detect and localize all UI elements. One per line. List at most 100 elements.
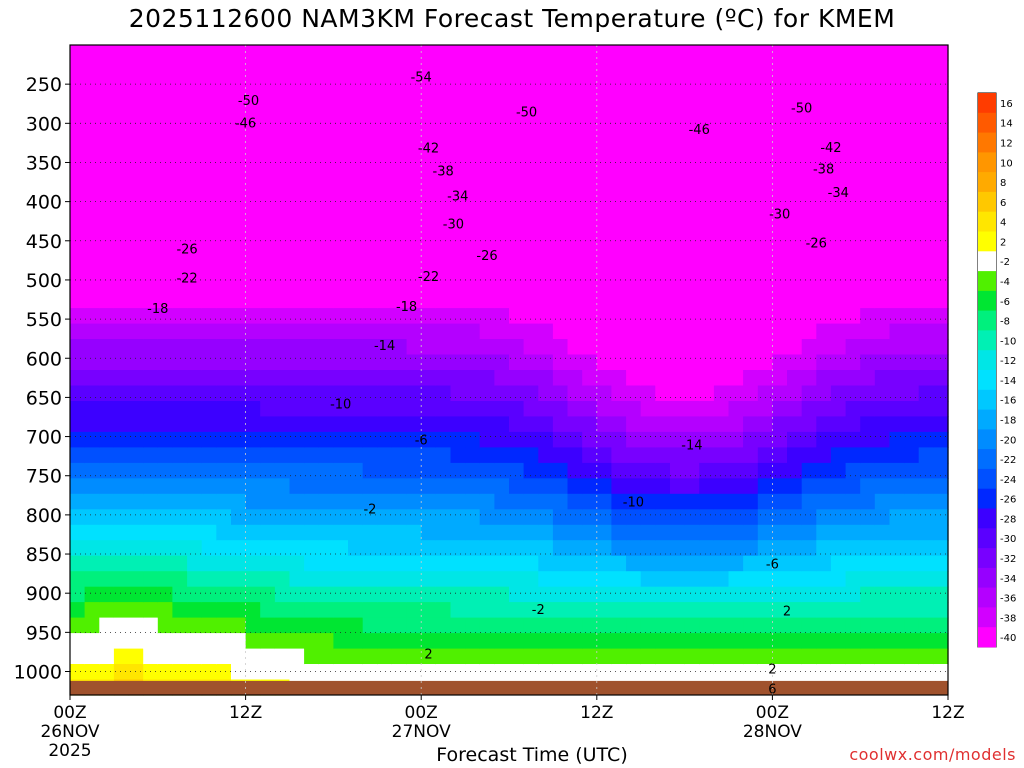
heatmap-cell [670, 416, 686, 433]
heatmap-cell [889, 617, 905, 634]
heatmap-cell [70, 339, 86, 356]
heatmap-cell [157, 478, 173, 495]
heatmap-cell [889, 261, 905, 278]
heatmap-cell [450, 447, 466, 464]
heatmap-cell [348, 339, 364, 356]
heatmap-cell [113, 215, 130, 232]
heatmap-cell [99, 153, 115, 170]
heatmap-cell [728, 602, 744, 619]
heatmap-cell [670, 230, 686, 247]
heatmap-cell [684, 215, 700, 232]
heatmap-cell [318, 323, 334, 340]
heatmap-cell [348, 509, 364, 526]
heatmap-cell [113, 462, 130, 479]
heatmap-cell [479, 571, 495, 588]
heatmap-cell [377, 184, 393, 201]
heatmap-cell [552, 586, 569, 603]
heatmap-cell [772, 370, 788, 387]
heatmap-cell [889, 493, 905, 510]
heatmap-cell [274, 524, 291, 541]
heatmap-cell [670, 633, 686, 650]
heatmap-cell [187, 323, 203, 340]
heatmap-cell [391, 60, 408, 77]
heatmap-cell [289, 354, 305, 371]
heatmap-cell [333, 555, 349, 572]
heatmap-cell [435, 540, 451, 557]
heatmap-cell [435, 447, 451, 464]
heatmap-cell [640, 602, 656, 619]
heatmap-cell [713, 509, 730, 526]
heatmap-cell [216, 308, 232, 325]
heatmap-cell [187, 277, 203, 294]
heatmap-cell [684, 648, 700, 665]
heatmap-cell [904, 602, 920, 619]
heatmap-cell [757, 106, 773, 123]
heatmap-cell [596, 292, 612, 309]
heatmap-cell [231, 261, 247, 278]
heatmap-cell [801, 462, 817, 479]
heatmap-cell [523, 261, 539, 278]
heatmap-cell [260, 122, 276, 139]
heatmap-cell [830, 431, 847, 448]
heatmap-cell [318, 431, 334, 448]
heatmap-cell [728, 509, 744, 526]
heatmap-cell [318, 308, 334, 325]
heatmap-cell [435, 45, 451, 62]
heatmap-cell [860, 648, 876, 665]
heatmap-cell [245, 555, 261, 572]
heatmap-cell [684, 354, 700, 371]
heatmap-cell [479, 493, 495, 510]
heatmap-cell [904, 524, 920, 541]
heatmap-cell [143, 586, 159, 603]
heatmap-cell [333, 308, 349, 325]
heatmap-cell [494, 215, 510, 232]
heatmap-cell [728, 447, 744, 464]
heatmap-cell [187, 199, 203, 216]
heatmap-cell [274, 617, 291, 634]
heatmap-cell [172, 370, 188, 387]
heatmap-cell [143, 524, 159, 541]
heatmap-cell [801, 571, 817, 588]
heatmap-cell [552, 648, 569, 665]
heatmap-cell [626, 261, 642, 278]
heatmap-cell [757, 602, 773, 619]
heatmap-cell [289, 184, 305, 201]
heatmap-cell [918, 230, 934, 247]
heatmap-cell [816, 509, 832, 526]
heatmap-cell [216, 230, 232, 247]
heatmap-cell [567, 106, 583, 123]
heatmap-cell [245, 122, 261, 139]
heatmap-cell [187, 137, 203, 154]
heatmap-cell [889, 137, 905, 154]
heatmap-cell [260, 633, 276, 650]
heatmap-cell [874, 215, 890, 232]
heatmap-cell [640, 478, 656, 495]
heatmap-cell [684, 493, 700, 510]
source-link[interactable]: coolwx.com/models [849, 745, 1016, 764]
heatmap-cell [362, 509, 378, 526]
heatmap-cell [421, 215, 437, 232]
heatmap-cell [333, 648, 349, 665]
heatmap-cell [904, 91, 920, 108]
heatmap-cell [787, 509, 803, 526]
heatmap-cell [933, 478, 949, 495]
heatmap-cell [435, 385, 451, 402]
heatmap-cell [435, 230, 451, 247]
heatmap-cell [596, 277, 612, 294]
heatmap-cell [245, 447, 261, 464]
heatmap-cell [655, 91, 671, 108]
heatmap-cell [699, 617, 715, 634]
heatmap-cell [362, 122, 378, 139]
heatmap-cell [274, 648, 291, 665]
heatmap-cell [889, 230, 905, 247]
heatmap-cell [538, 370, 554, 387]
heatmap-cell [289, 199, 305, 216]
heatmap-cell [801, 354, 817, 371]
heatmap-cell [362, 555, 378, 572]
heatmap-cell [143, 602, 159, 619]
heatmap-cell [362, 571, 378, 588]
heatmap-cell [304, 45, 320, 62]
heatmap-cell [304, 401, 320, 418]
heatmap-cell [421, 633, 437, 650]
heatmap-cell [845, 184, 861, 201]
